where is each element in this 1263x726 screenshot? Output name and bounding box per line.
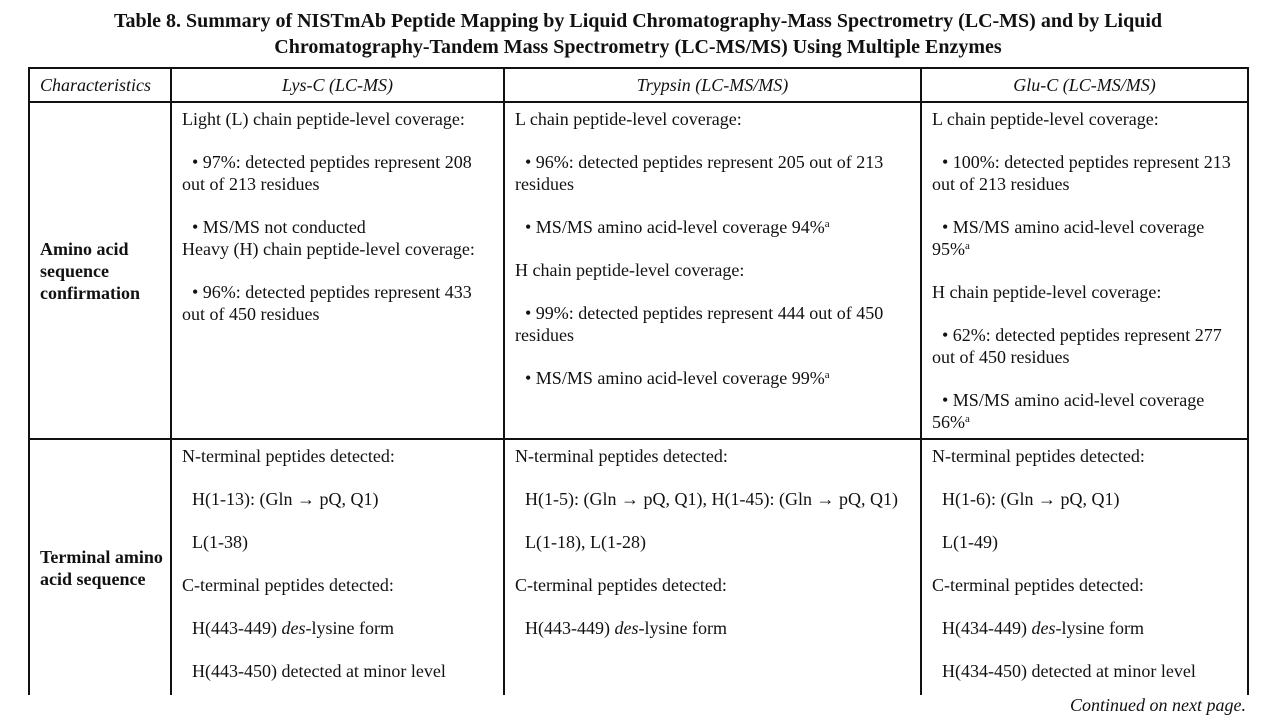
footnote-mark: a	[965, 240, 970, 252]
lysc-l-bullet-2: • MS/MS not conducted	[192, 217, 366, 237]
trypsin-l-heading: L chain peptide-level coverage:	[515, 109, 742, 129]
table-row-terminal: Terminal amino acid sequence N-terminal …	[28, 438, 1249, 695]
trypsin-c-heading: C-terminal peptides detected:	[515, 575, 727, 595]
gluc-n-heading: N-terminal peptides detected:	[932, 446, 1145, 466]
gluc-c-heading: C-terminal peptides detected:	[932, 575, 1144, 595]
gluc-n-item-2: L(1-49)	[942, 532, 998, 552]
lysc-h-bullet-1: • 96%: detected peptides represent 433 o…	[182, 282, 472, 324]
lysc-n-item-1: H(1-13): (Gln → pQ, Q1)	[192, 489, 379, 509]
lysc-h-heading: Heavy (H) chain peptide-level coverage:	[182, 239, 475, 259]
trypsin-n-item-1: H(1-5): (Gln → pQ, Q1), H(1-45): (Gln → …	[525, 489, 898, 509]
table-row-sequence: Amino acid sequence confirmation Light (…	[28, 101, 1249, 440]
lysc-n-item-2: L(1-38)	[192, 532, 248, 552]
continued-note: Continued on next page.	[1070, 695, 1246, 715]
gluc-h-heading: H chain peptide-level coverage:	[932, 282, 1162, 302]
cell-terminal-gluc: N-terminal peptides detected: H(1-6): (G…	[920, 438, 1249, 695]
gluc-l-bullet-1: • 100%: detected peptides represent 213 …	[932, 152, 1231, 194]
trypsin-n-heading: N-terminal peptides detected:	[515, 446, 728, 466]
header-row: Characteristics Lys-C (LC-MS) Trypsin (L…	[28, 67, 1249, 103]
summary-table: Characteristics Lys-C (LC-MS) Trypsin (L…	[28, 67, 1249, 695]
gluc-l-bullet-2: • MS/MS amino acid-level coverage 95%a	[932, 217, 1205, 259]
gluc-c-item-1: H(434-449) des-lysine form	[942, 618, 1144, 638]
table-title-line-2: Chromatography-Tandem Mass Spectrometry …	[274, 36, 1002, 58]
lysc-c-item-1: H(443-449) des-lysine form	[192, 618, 394, 638]
footnote-mark: a	[824, 369, 830, 381]
trypsin-h-heading: H chain peptide-level coverage:	[515, 260, 745, 280]
gluc-h-bullet-1: • 62%: detected peptides represent 277 o…	[932, 325, 1222, 367]
cell-sequence-gluc: L chain peptide-level coverage: • 100%: …	[920, 101, 1249, 440]
header-gluc: Glu-C (LC-MS/MS)	[920, 67, 1249, 103]
header-trypsin: Trypsin (LC-MS/MS)	[503, 67, 922, 103]
header-characteristics: Characteristics	[28, 67, 172, 103]
cell-terminal-trypsin: N-terminal peptides detected: H(1-5): (G…	[503, 438, 922, 695]
cell-sequence-trypsin: L chain peptide-level coverage: • 96%: d…	[503, 101, 922, 440]
gluc-l-heading: L chain peptide-level coverage:	[932, 109, 1159, 129]
trypsin-h-bullet-1: • 99%: detected peptides represent 444 o…	[515, 303, 884, 345]
row-label-terminal: Terminal amino acid sequence	[28, 438, 172, 695]
cell-terminal-lysc: N-terminal peptides detected: H(1-13): (…	[170, 438, 505, 695]
lysc-l-heading: Light (L) chain peptide-level coverage:	[182, 109, 465, 129]
footnote-mark: a	[824, 218, 830, 230]
row-label-sequence: Amino acid sequence confirmation	[28, 101, 172, 440]
footnote-mark: a	[965, 413, 970, 425]
trypsin-l-bullet-1: • 96%: detected peptides represent 205 o…	[515, 152, 884, 194]
gluc-h-bullet-2: • MS/MS amino acid-level coverage 56%a	[932, 390, 1205, 432]
gluc-n-item-1: H(1-6): (Gln → pQ, Q1)	[942, 489, 1120, 509]
lysc-c-item-2: H(443-450) detected at minor level	[192, 661, 446, 681]
lysc-n-heading: N-terminal peptides detected:	[182, 446, 395, 466]
trypsin-n-item-2: L(1-18), L(1-28)	[525, 532, 646, 552]
trypsin-h-bullet-2: • MS/MS amino acid-level coverage 99%a	[525, 368, 830, 388]
cell-sequence-lysc: Light (L) chain peptide-level coverage: …	[170, 101, 505, 440]
header-lysc: Lys-C (LC-MS)	[170, 67, 505, 103]
table-title-line-1: Table 8. Summary of NISTmAb Peptide Mapp…	[113, 10, 1163, 32]
trypsin-c-item-1: H(443-449) des-lysine form	[525, 618, 727, 638]
table-title: Table 8. Summary of NISTmAb Peptide Mapp…	[30, 8, 1246, 60]
gluc-c-item-2: H(434-450) detected at minor level	[942, 661, 1196, 681]
lysc-c-heading: C-terminal peptides detected:	[182, 575, 394, 595]
lysc-l-bullet-1: • 97%: detected peptides represent 208 o…	[182, 152, 472, 194]
trypsin-l-bullet-2: • MS/MS amino acid-level coverage 94%a	[525, 217, 830, 237]
